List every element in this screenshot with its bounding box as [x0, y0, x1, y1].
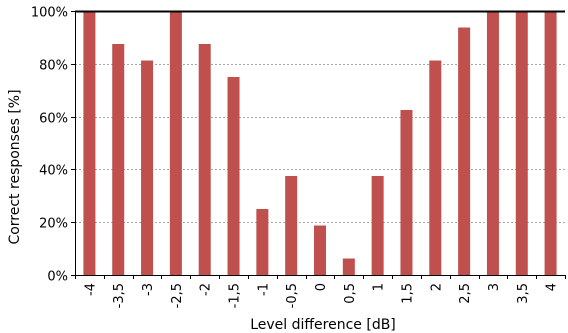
bar	[256, 209, 269, 275]
x-tick-label: 0,5	[343, 283, 358, 304]
bar	[400, 110, 413, 275]
x-tick-label: 2	[429, 283, 444, 291]
x-tick-label: -2	[199, 283, 214, 296]
x-tick-label: 3	[487, 283, 502, 291]
x-tick-label: 3,5	[516, 283, 531, 304]
bar	[544, 11, 557, 275]
bar	[169, 11, 182, 275]
bar	[314, 225, 326, 275]
y-tick-label: 100%	[31, 6, 68, 21]
x-tick-label: 0	[314, 283, 329, 291]
y-tick-labels: 0% 20% 40% 60% 80% 100%	[31, 6, 68, 285]
x-tick-label: -1,5	[228, 283, 243, 308]
bar	[458, 27, 471, 275]
x-tick-label: 2,5	[458, 283, 473, 304]
bar	[515, 11, 528, 275]
bar	[371, 176, 384, 275]
x-tick-label: -0,5	[285, 283, 300, 308]
x-tick-label: -1	[256, 283, 271, 296]
x-tick-label: 1,5	[400, 283, 415, 304]
x-tick-label: -4	[83, 283, 98, 296]
y-tick-label: 40%	[39, 164, 68, 179]
x-tick-label: -2,5	[170, 283, 185, 308]
axes	[71, 10, 566, 279]
gridlines	[75, 64, 565, 223]
bar	[198, 44, 211, 275]
x-tick-label: 1	[372, 283, 387, 291]
y-axis-title: Correct responses [%]	[7, 89, 23, 244]
bar	[112, 44, 125, 275]
x-tick-labels: -4 -3,5 -3 -2,5 -2 -1,5 -1 -0,5 0 0,5 1 1,5 2 2,5 3 3,5…	[83, 283, 559, 308]
bar	[342, 258, 355, 275]
bar	[83, 11, 96, 275]
y-tick-label: 80%	[39, 59, 68, 74]
bar	[486, 11, 499, 275]
y-tick-label: 0%	[47, 270, 68, 285]
x-tick-label: -3	[141, 283, 156, 296]
x-tick-label: -3,5	[112, 283, 127, 308]
y-tick-label: 20%	[39, 217, 68, 232]
x-axis-title: Level difference [dB]	[250, 317, 396, 333]
bar	[227, 77, 240, 275]
bar	[285, 176, 298, 275]
bar	[429, 60, 442, 275]
bar	[141, 60, 154, 275]
x-tick-label: 4	[545, 283, 560, 291]
y-tick-label: 60%	[39, 112, 68, 127]
bars	[83, 11, 557, 275]
